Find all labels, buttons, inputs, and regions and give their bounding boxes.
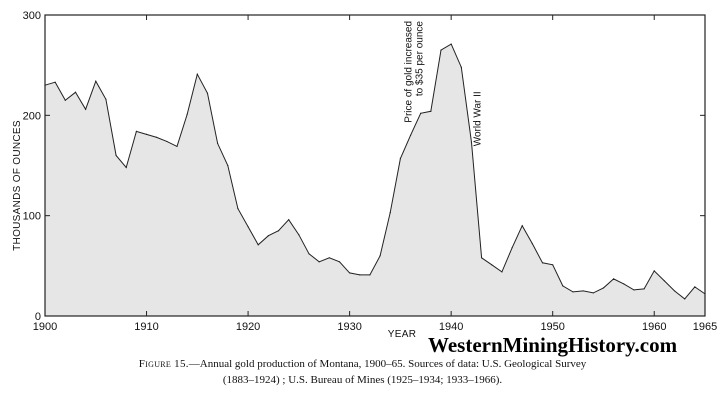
production-area bbox=[45, 44, 705, 316]
gold-production-chart: 1900 1910 1920 1930 1940 1950 1960 1965 0 100 200… bbox=[12, 10, 717, 340]
data-point-1942 bbox=[470, 141, 473, 144]
data-point-1964 bbox=[694, 286, 696, 288]
data-point-1931 bbox=[359, 274, 361, 276]
data-point-1909 bbox=[135, 130, 137, 132]
x-tick-label-1965: 1965 bbox=[693, 321, 717, 333]
data-point-1954 bbox=[592, 292, 594, 294]
data-point-1928 bbox=[328, 257, 330, 259]
data-point-1922 bbox=[267, 235, 269, 237]
x-axis-title: YEAR bbox=[388, 329, 416, 340]
data-point-1963 bbox=[684, 298, 686, 300]
data-point-1939 bbox=[440, 49, 442, 51]
data-point-1904 bbox=[85, 108, 87, 110]
data-point-1940 bbox=[450, 43, 452, 45]
y-tick-label-200: 200 bbox=[23, 110, 41, 122]
data-point-1932 bbox=[369, 274, 371, 276]
data-point-1905 bbox=[95, 80, 97, 82]
x-tick-label-1920: 1920 bbox=[236, 321, 260, 333]
data-point-1943 bbox=[481, 257, 483, 259]
caption-line-1: Figure 15.—Annual gold production of Mon… bbox=[0, 358, 725, 370]
watermark: WesternMiningHistory.com bbox=[428, 333, 678, 357]
data-point-1937 bbox=[420, 112, 422, 114]
data-point-1925 bbox=[298, 234, 300, 236]
data-point-1927 bbox=[318, 261, 320, 263]
y-tick-label-0: 0 bbox=[35, 311, 41, 323]
data-point-1950 bbox=[552, 264, 554, 266]
data-point-1912 bbox=[166, 140, 168, 143]
data-point-1935 bbox=[399, 157, 401, 160]
data-point-1918 bbox=[227, 164, 229, 167]
data-point-1914 bbox=[186, 113, 188, 115]
data-point-1906 bbox=[105, 98, 107, 100]
production-line bbox=[44, 43, 706, 300]
data-point-1962 bbox=[673, 290, 676, 292]
data-point-1938 bbox=[430, 110, 432, 112]
data-point-1948 bbox=[531, 243, 533, 245]
data-point-1901 bbox=[54, 81, 56, 83]
annotation-3: World War II bbox=[473, 91, 484, 146]
data-point-1941 bbox=[460, 66, 462, 68]
data-point-1936 bbox=[409, 134, 412, 136]
annotations: Price of gold increased to $35 per ounce W… bbox=[404, 21, 484, 147]
data-point-1947 bbox=[521, 225, 523, 227]
data-point-1933 bbox=[379, 255, 381, 257]
data-point-1953 bbox=[582, 290, 584, 292]
x-tick-label-1940: 1940 bbox=[439, 321, 463, 333]
data-point-1958 bbox=[633, 289, 635, 291]
x-tick-label-1910: 1910 bbox=[134, 321, 158, 333]
data-point-1910 bbox=[145, 133, 148, 135]
annotation-2: to $35 per ounce bbox=[415, 21, 426, 96]
figure-label: Figure 15. bbox=[138, 358, 189, 370]
data-point-1908 bbox=[125, 166, 127, 169]
data-point-1949 bbox=[541, 262, 544, 264]
caption-text-1: —Annual gold production of Montana, 1900… bbox=[188, 358, 587, 370]
data-point-1921 bbox=[257, 244, 259, 246]
data-point-1911 bbox=[156, 136, 158, 139]
data-point-1907 bbox=[115, 154, 117, 157]
data-point-1919 bbox=[237, 208, 239, 210]
data-point-1960 bbox=[653, 270, 655, 272]
data-point-1957 bbox=[623, 283, 625, 285]
y-tick-label-300: 300 bbox=[23, 10, 41, 22]
data-point-1951 bbox=[562, 285, 564, 287]
x-tick-label-1950: 1950 bbox=[540, 321, 564, 333]
y-axis-title: THOUSANDS OF OUNCES bbox=[12, 120, 23, 251]
data-point-1944 bbox=[491, 264, 493, 266]
data-points bbox=[44, 43, 706, 300]
data-point-1961 bbox=[663, 280, 665, 282]
data-point-1959 bbox=[643, 288, 645, 290]
annotation-1: Price of gold increased bbox=[404, 21, 415, 123]
data-point-1913 bbox=[176, 145, 178, 148]
data-point-1955 bbox=[602, 287, 605, 289]
data-point-1930 bbox=[349, 272, 351, 274]
x-tick-label-1960: 1960 bbox=[642, 321, 666, 333]
caption-line-2: (1883–1924) ; U.S. Bureau of Mines (1925… bbox=[222, 374, 503, 386]
data-point-1902 bbox=[64, 99, 66, 101]
data-point-1956 bbox=[613, 278, 615, 280]
x-axis: 1900 1910 1920 1930 1940 1950 1960 1965 bbox=[33, 15, 717, 333]
data-point-1916 bbox=[206, 92, 209, 94]
data-point-1915 bbox=[196, 73, 198, 75]
data-point-1920 bbox=[247, 226, 249, 228]
data-point-1903 bbox=[74, 91, 77, 93]
y-tick-label-100: 100 bbox=[23, 211, 41, 223]
x-tick-label-1900: 1900 bbox=[33, 321, 57, 333]
data-point-1924 bbox=[288, 219, 290, 221]
data-point-1946 bbox=[511, 247, 513, 249]
data-point-1929 bbox=[338, 261, 341, 263]
data-point-1926 bbox=[308, 253, 310, 255]
data-point-1945 bbox=[501, 271, 503, 273]
plot-frame bbox=[44, 14, 706, 317]
y-axis: 0 100 200 300 bbox=[23, 10, 705, 323]
data-point-1952 bbox=[572, 291, 574, 293]
data-point-1934 bbox=[389, 212, 391, 214]
data-point-1917 bbox=[217, 142, 219, 145]
x-tick-label-1930: 1930 bbox=[337, 321, 361, 333]
data-point-1923 bbox=[277, 230, 280, 232]
